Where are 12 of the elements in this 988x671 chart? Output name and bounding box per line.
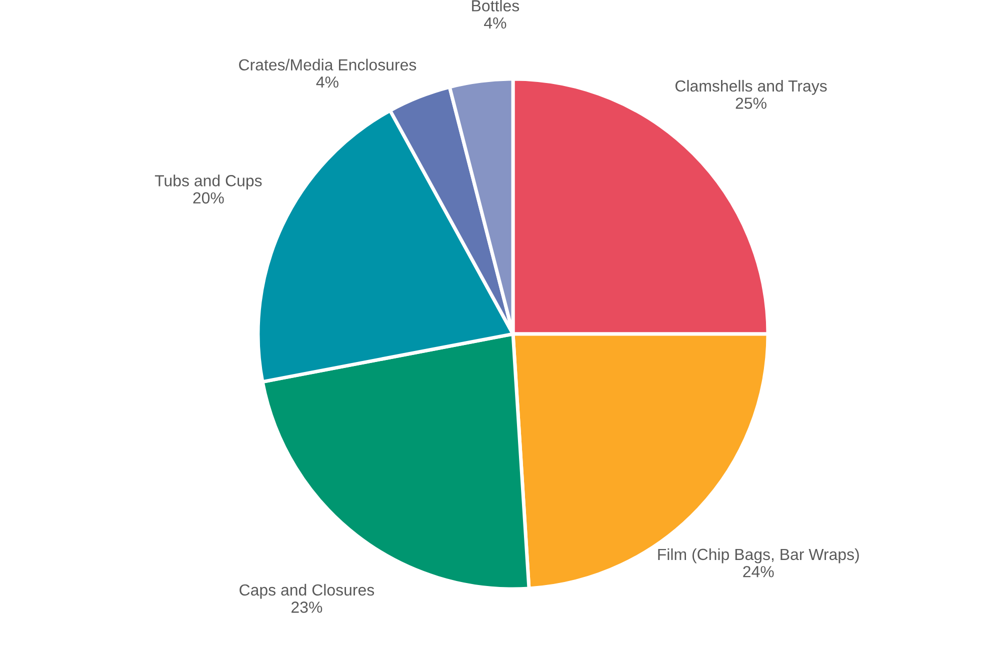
slice-label: Bottles (472, 0, 520, 12)
slice-label: Crates/Media Enclosures (239, 58, 416, 71)
slice-label: Clamshells and Trays (675, 80, 827, 95)
data-label: 25% (736, 98, 766, 109)
slice-label: Film (Chip Bags, Bar Wraps) (658, 548, 859, 564)
data-label: 20% (193, 192, 224, 204)
slice-label: Tubs and Cups (154, 174, 262, 190)
data-label: 4% (484, 17, 506, 29)
data-label: 23% (292, 602, 322, 613)
data-label: 4% (316, 76, 338, 88)
data-label: 24% (743, 566, 774, 578)
slice-label: Caps and Closures (240, 584, 374, 599)
